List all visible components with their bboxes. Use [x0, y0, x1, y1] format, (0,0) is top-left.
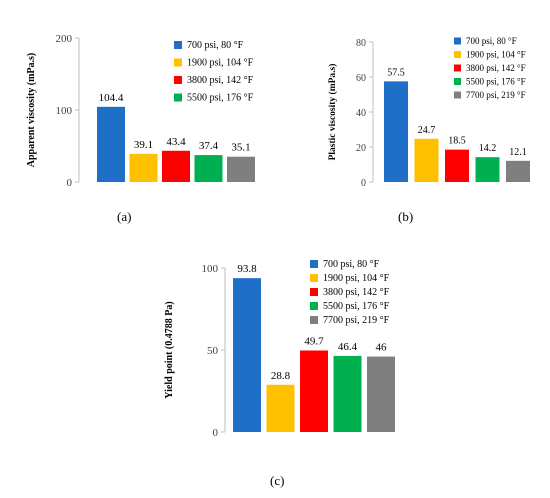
chart-c-legend-swatch	[310, 288, 318, 296]
chart-b-y-tick-label: 0	[361, 178, 366, 189]
chart-b-legend-entry: 5500 psi, 176 °F	[466, 77, 526, 87]
chart-b-y-tick-label: 20	[356, 143, 366, 154]
chart-c-y-axis-title: Yield point (0.4788 Pa)	[164, 301, 175, 398]
chart-c-legend-swatch	[310, 260, 318, 268]
chart-b-bar-value-label: 12.1	[509, 147, 527, 158]
chart-b-y-axis-title: Plastic viscosity (mPa.s)	[327, 64, 338, 161]
chart-a-bar	[97, 106, 125, 182]
chart-a-legend-swatch	[174, 93, 182, 102]
chart-c-bar-value-label: 46.4	[338, 341, 358, 353]
chart-c-bar	[233, 278, 261, 432]
chart-b-bar	[445, 149, 469, 182]
chart-c-bar	[266, 384, 295, 432]
chart-c-bar	[367, 356, 395, 432]
chart-a-bar	[227, 156, 255, 182]
chart-c-legend-entry: 1900 psi, 104 °F	[323, 273, 390, 284]
chart-b-legend-swatch	[454, 91, 461, 99]
chart-c-legend-swatch	[310, 316, 318, 324]
chart-a-bar-value-label: 39.1	[134, 139, 153, 151]
chart-c-legend-entry: 5500 psi, 176 °F	[323, 301, 390, 312]
chart-a-bar	[194, 155, 223, 182]
chart-b-bar	[475, 157, 500, 182]
chart-a-bar	[129, 153, 158, 182]
chart-b-bar-value-label: 14.2	[479, 143, 497, 154]
chart-a-legend-entry: 1900 psi, 104 °F	[187, 58, 254, 69]
chart-c-legend-entry: 700 psi, 80 °F	[323, 259, 380, 270]
chart-b-legend-swatch	[454, 51, 461, 58]
chart-a-legend-entry: 5500 psi, 176 °F	[187, 93, 254, 104]
chart-c-legend-swatch	[310, 302, 318, 310]
chart-b-legend-entry: 1900 psi, 104 °F	[466, 50, 526, 60]
chart-a-bar-value-label: 37.4	[199, 140, 219, 152]
chart-c-y-tick-label: 0	[213, 427, 219, 439]
chart-b-bar-value-label: 57.5	[387, 67, 405, 78]
chart-b-legend-swatch	[454, 37, 461, 45]
chart-c-bar	[300, 350, 328, 432]
chart-b-bar-value-label: 24.7	[418, 125, 436, 136]
chart-a-legend-entry: 700 psi, 80 °F	[187, 40, 244, 51]
chart-b-bar-value-label: 18.5	[448, 136, 466, 147]
panel-b-label: (b)	[398, 209, 414, 224]
chart-b-y-tick-label: 60	[356, 73, 366, 84]
chart-c-legend-entry: 7700 psi, 219 °F	[323, 315, 390, 326]
chart-a-legend-entry: 3800 psi, 142 °F	[187, 75, 254, 86]
chart-c-bar-value-label: 46	[376, 342, 388, 354]
chart-a-y-axis-title: Apparent viscosity (mPa.s)	[26, 53, 37, 168]
chart-a-bar-value-label: 43.4	[166, 136, 186, 148]
chart-c-bar-value-label: 28.8	[271, 370, 291, 382]
panel-a-label: (a)	[117, 209, 132, 224]
chart-c-legend-swatch	[310, 274, 318, 282]
chart-b-legend-entry: 3800 psi, 142 °F	[466, 63, 526, 73]
chart-b-legend-swatch	[454, 78, 461, 85]
chart-b-bar	[414, 138, 439, 182]
chart-a-legend-swatch	[174, 76, 182, 84]
chart-b-legend-entry: 7700 psi, 219 °F	[466, 90, 526, 100]
chart-c-legend-entry: 3800 psi, 142 °F	[323, 287, 390, 298]
chart-c-y-tick-label: 50	[207, 345, 219, 357]
chart-b-legend-swatch	[454, 64, 461, 72]
chart-a-bar-value-label: 35.1	[231, 142, 250, 154]
chart-a-legend-swatch	[174, 41, 182, 49]
chart-a-y-tick-label: 100	[56, 105, 73, 117]
chart-b-y-tick-label: 40	[356, 108, 366, 119]
chart-c-bar-value-label: 49.7	[304, 335, 324, 347]
chart-c-y-tick-label: 100	[202, 263, 219, 275]
chart-b-bar	[506, 160, 530, 182]
chart-b-y-tick-label: 80	[356, 38, 366, 49]
chart-a-legend-swatch	[174, 58, 182, 67]
chart-a-y-tick-label: 0	[67, 177, 73, 189]
chart-c-bar	[333, 355, 362, 432]
chart-c-bar-value-label: 93.8	[237, 263, 257, 275]
panel-c-label: (c)	[270, 473, 285, 488]
chart-a-y-tick-label: 200	[56, 33, 73, 45]
chart-a-bar	[162, 150, 190, 182]
chart-b-bar	[384, 81, 408, 182]
chart-b-legend-entry: 700 psi, 80 °F	[466, 36, 517, 46]
chart-a-bar-value-label: 104.4	[99, 92, 124, 104]
